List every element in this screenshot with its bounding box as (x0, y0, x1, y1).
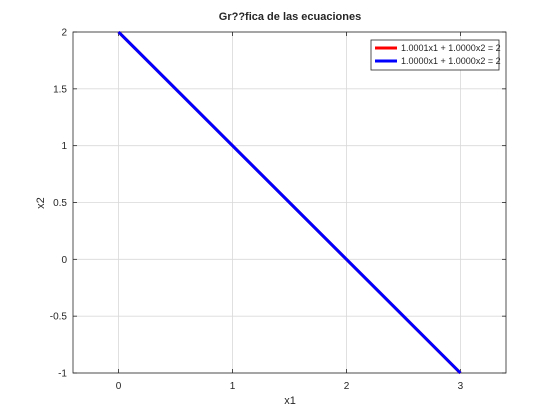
y-axis-label: x2 (35, 197, 47, 209)
y-tick-label: 1 (61, 141, 67, 152)
y-tick-label: -0.5 (50, 312, 68, 323)
y-tick-label: 0 (61, 255, 67, 266)
legend: 1.0001x1 + 1.0000x2 = 2 1.0000x1 + 1.0000… (370, 39, 501, 71)
series-group (117, 30, 462, 375)
axis-ticks: 0 1 2 3 -1 -0.5 0 0.5 1 1.5 2 (50, 28, 506, 392)
chart-title: Gr??fica de las ecuaciones (219, 11, 361, 23)
x-tick-label: 3 (458, 381, 464, 392)
x-axis-label: x1 (284, 395, 296, 407)
x-tick-label: 1 (230, 381, 236, 392)
y-tick-label: -1 (58, 369, 67, 380)
legend-label: 1.0001x1 + 1.0000x2 = 2 (401, 43, 501, 53)
x-tick-label: 2 (344, 381, 350, 392)
y-tick-label: 2 (61, 28, 67, 39)
series-line-2 (117, 30, 462, 375)
y-tick-label: 0.5 (53, 198, 67, 209)
legend-box (370, 39, 500, 71)
x-tick-label: 0 (116, 381, 122, 392)
y-tick-label: 1.5 (53, 84, 67, 95)
legend-label: 1.0000x1 + 1.0000x2 = 2 (401, 56, 501, 66)
